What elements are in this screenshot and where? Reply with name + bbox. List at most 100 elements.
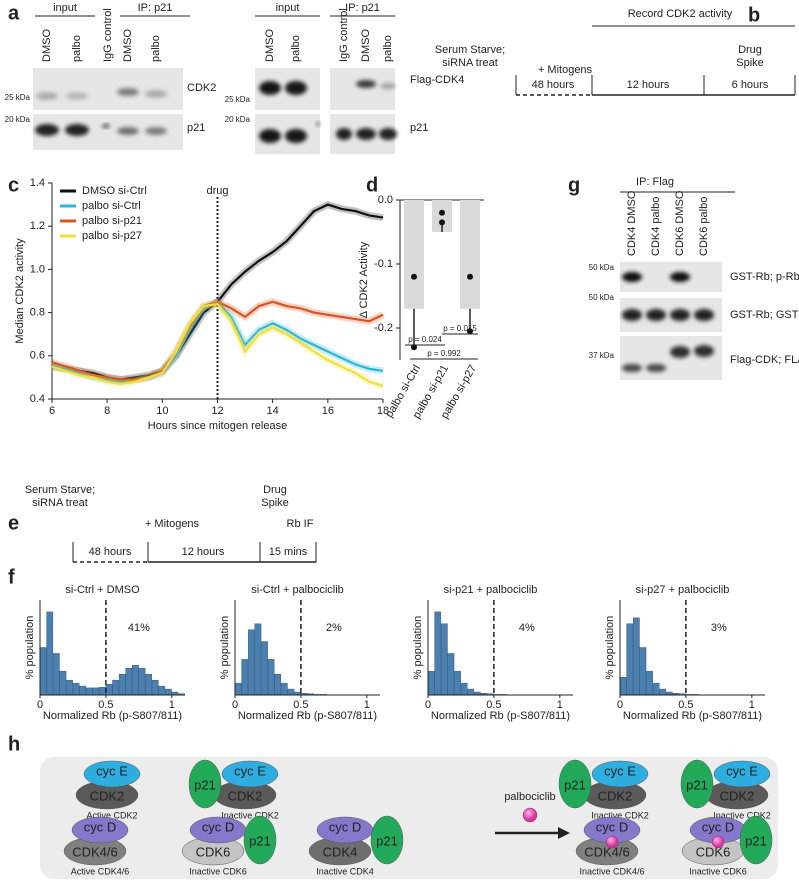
blot-band [622,272,642,282]
protein-label: CDK4/6 [584,844,630,859]
histogram-bar [619,676,627,696]
histogram-bar [639,647,647,696]
protein-label: cyc E [96,763,128,778]
histogram-bar [261,641,268,696]
histogram-bar [99,687,106,696]
protein-label: CDK2 [90,788,125,803]
blot-band [145,127,167,135]
blot-band [117,88,139,96]
x-tick-label: 8 [104,405,110,417]
arrow-label: palbociclib [504,791,555,803]
x-axis-label: Normalized Rb (p-S807/811) [431,710,570,722]
protein [680,759,714,809]
protein [591,760,649,788]
x-tick-label: 1 [169,699,175,711]
annotation: 2% [326,622,342,634]
blot-band [622,364,642,372]
blot-band [259,129,281,143]
timeline-step: siRNA treat [442,57,498,69]
timeline-step: Rb IF [287,518,314,530]
blot-band [622,309,642,321]
protein-label: cyc D [702,819,735,834]
bar [432,200,452,232]
protein-label: CDK4/6 [72,844,118,859]
band-label: p21 [187,122,205,134]
histogram-bar [241,659,249,696]
timeline-duration: 12 hours [627,79,670,91]
y-tick-label: 0.4 [30,393,45,405]
p-value: p = 0.024 [408,335,442,344]
blot-header: input [276,2,300,14]
x-tick-label: 0.5 [678,699,693,711]
blot-header: IP: p21 [138,2,173,14]
protein [739,815,773,865]
blot-band [356,128,376,140]
blot-image [620,336,722,380]
replicate-point [439,219,445,226]
marker-label: 20 kDa [225,115,251,124]
legend-label: palbo si-p27 [82,230,142,242]
y-axis-label: Δ CDK2 Activity [358,241,370,318]
series-line [51,302,384,388]
band-label: GST-Rb; p-Rb [730,271,799,283]
y-axis-label: % population [412,616,424,680]
blot-band [65,124,89,136]
y-tick-label: 1.2 [30,220,45,232]
panel-letter: a [8,2,20,24]
histogram-bar [118,674,126,696]
chart-title: si-p21 + palbociclib [444,584,538,596]
annotation: 4% [519,622,535,634]
lane-label: DMSO [360,29,372,62]
y-tick-label: 0.8 [30,307,45,319]
blot-band [379,128,397,140]
blot-band [145,90,167,98]
timeline-step: + Mitogens [538,64,593,76]
timeline-header: Record CDK2 activity [628,8,733,20]
protein-label: CDK2 [598,788,633,803]
lane-label: DMSO [122,29,134,62]
protein [558,759,592,809]
panel-letter: c [8,174,19,196]
histogram-bar [52,653,60,696]
y-tick-label: 0.6 [30,350,45,362]
panel-letter: h [8,733,20,755]
histogram-bar [151,679,159,696]
histogram-bar [105,684,113,696]
blot-band [646,364,666,372]
blot-band [380,83,396,89]
histogram-bar [287,688,295,696]
protein-label: p21 [564,777,586,792]
histogram-bar [145,674,152,696]
lane-label: palbo [150,35,162,62]
histogram-bar [138,668,146,696]
histogram-bar [112,679,119,696]
x-tick-label: 10 [156,405,168,417]
replicate-point [467,328,473,335]
x-axis-label: Hours since mitogen release [148,420,287,432]
legend-label: palbo si-p21 [82,215,142,227]
x-axis-label: Normalized Rb (p-S807/811) [623,710,762,722]
timeline-duration: 48 hours [89,546,132,558]
histogram-bar [646,671,653,696]
blot-band [670,309,690,321]
y-axis-label: % population [604,616,616,680]
bar [404,200,424,309]
protein-label: cyc D [84,819,117,834]
timeline-step: Drug [738,44,762,56]
histogram-bar [85,687,93,696]
marker-label: 50 kDa [589,293,615,302]
timeline-duration: 12 hours [182,546,225,558]
x-tick-label: 18 [377,405,389,417]
panel-letter: e [8,512,19,534]
blot-band [694,309,714,321]
histogram-bar [659,688,667,696]
blot-header: IP: p21 [345,2,380,14]
blot-band [66,92,88,100]
replicate-point [411,273,417,280]
drug [605,835,619,849]
panel-letter: f [8,566,15,588]
protein [83,760,141,788]
band-label: Flag-CDK; FLAG [730,354,799,366]
timeline-duration: 15 mins [269,546,308,558]
x-axis-label: Normalized Rb (p-S807/811) [238,710,377,722]
